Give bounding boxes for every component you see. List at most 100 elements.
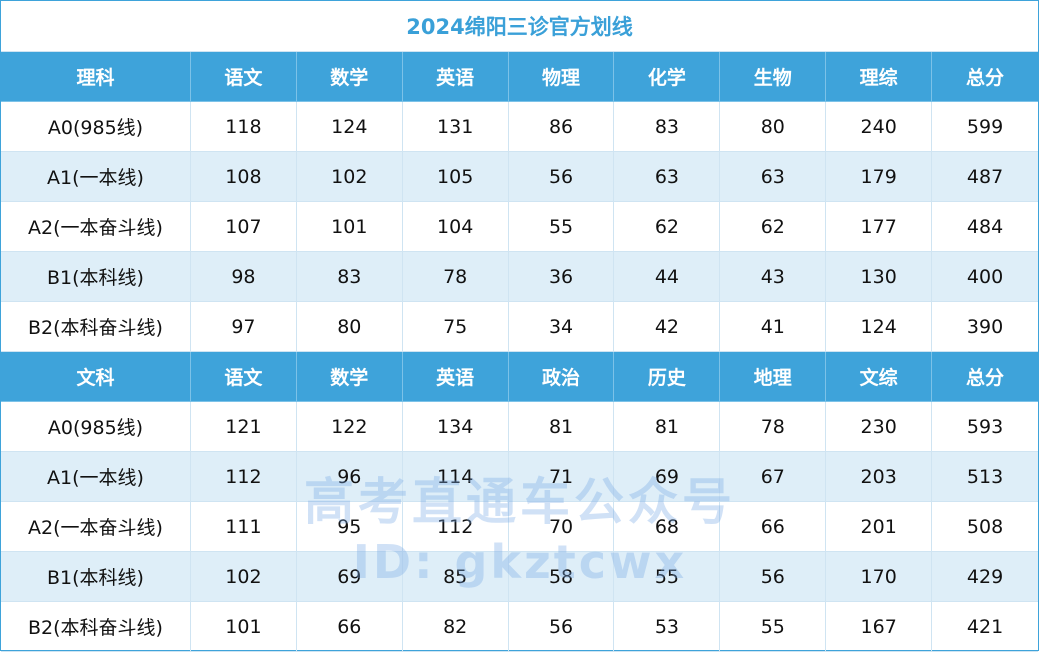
header-cell: 文科 [1,352,191,402]
row-label: A0(985线) [1,102,191,152]
score-cell: 134 [402,402,509,452]
header-cell: 理综 [826,52,933,102]
score-cell: 56 [508,602,615,652]
score-cell: 63 [614,152,721,202]
header-cell: 历史 [614,352,721,402]
data-row: A0(985线) 118 124 131 86 83 80 240 599 [1,102,1038,152]
header-cell: 地理 [720,352,827,402]
score-cell: 177 [826,202,933,252]
score-cell: 34 [508,302,615,352]
header-row: 理科 语文 数学 英语 物理 化学 生物 理综 总分 [1,52,1038,102]
score-cell: 41 [720,302,827,352]
score-cell: 62 [720,202,827,252]
row-label: A2(一本奋斗线) [1,502,191,552]
row-label: A1(一本线) [1,152,191,202]
score-cell: 62 [614,202,721,252]
header-cell: 总分 [932,52,1038,102]
score-cell: 66 [720,502,827,552]
score-cell: 484 [932,202,1038,252]
score-cell: 230 [826,402,933,452]
score-cell: 83 [296,252,403,302]
score-cell: 81 [614,402,721,452]
score-cell: 63 [720,152,827,202]
score-cell: 75 [402,302,509,352]
score-cell: 130 [826,252,933,302]
score-cell: 390 [932,302,1038,352]
header-cell: 理科 [1,52,191,102]
score-cell: 56 [508,152,615,202]
data-row: B2(本科奋斗线) 101 66 82 56 53 55 167 421 [1,602,1038,652]
score-cell: 400 [932,252,1038,302]
score-cell: 107 [190,202,297,252]
score-cell: 111 [190,502,297,552]
score-cell: 68 [614,502,721,552]
row-label: A1(一本线) [1,452,191,502]
header-row: 文科 语文 数学 英语 政治 历史 地理 文综 总分 [1,352,1038,402]
header-cell: 政治 [508,352,615,402]
score-cell: 487 [932,152,1038,202]
score-cell: 102 [296,152,403,202]
score-cell: 508 [932,502,1038,552]
score-cell: 240 [826,102,933,152]
score-cell: 98 [190,252,297,302]
score-cell: 108 [190,152,297,202]
table-title: 2024绵阳三诊官方划线 [1,1,1038,52]
score-cell: 70 [508,502,615,552]
header-cell: 英语 [402,352,509,402]
score-cell: 81 [508,402,615,452]
score-cell: 80 [296,302,403,352]
score-cell: 97 [190,302,297,352]
score-cell: 105 [402,152,509,202]
score-cell: 55 [508,202,615,252]
score-cell: 69 [296,552,403,602]
score-cell: 112 [402,502,509,552]
score-cell: 85 [402,552,509,602]
score-cell: 101 [190,602,297,652]
score-cell: 55 [720,602,827,652]
score-cell: 201 [826,502,933,552]
score-cell: 53 [614,602,721,652]
score-cell: 82 [402,602,509,652]
score-cell: 78 [720,402,827,452]
row-label: B1(本科线) [1,552,191,602]
score-cell: 36 [508,252,615,302]
score-cell: 122 [296,402,403,452]
data-row: B1(本科线) 98 83 78 36 44 43 130 400 [1,252,1038,302]
header-cell: 生物 [720,52,827,102]
score-cell: 513 [932,452,1038,502]
data-row: A2(一本奋斗线) 111 95 112 70 68 66 201 508 [1,502,1038,552]
data-row: B1(本科线) 102 69 85 58 55 56 170 429 [1,552,1038,602]
score-cell: 170 [826,552,933,602]
header-cell: 总分 [932,352,1038,402]
score-cell: 112 [190,452,297,502]
row-label: B2(本科奋斗线) [1,602,191,652]
score-cell: 95 [296,502,403,552]
score-cell: 599 [932,102,1038,152]
row-label: A2(一本奋斗线) [1,202,191,252]
score-cell: 71 [508,452,615,502]
score-cell: 102 [190,552,297,602]
score-cell: 42 [614,302,721,352]
score-cell: 131 [402,102,509,152]
score-cell: 124 [296,102,403,152]
score-cell: 429 [932,552,1038,602]
header-cell: 文综 [826,352,933,402]
score-cell: 104 [402,202,509,252]
header-cell: 物理 [508,52,615,102]
data-row: A1(一本线) 108 102 105 56 63 63 179 487 [1,152,1038,202]
row-label: B1(本科线) [1,252,191,302]
score-cell: 43 [720,252,827,302]
score-cell: 118 [190,102,297,152]
score-cell: 96 [296,452,403,502]
score-cell: 83 [614,102,721,152]
score-cell: 67 [720,452,827,502]
score-cell: 124 [826,302,933,352]
score-cell: 101 [296,202,403,252]
score-cell: 203 [826,452,933,502]
header-cell: 数学 [296,352,403,402]
score-cell: 80 [720,102,827,152]
score-cell: 179 [826,152,933,202]
score-cell: 78 [402,252,509,302]
row-label: B2(本科奋斗线) [1,302,191,352]
